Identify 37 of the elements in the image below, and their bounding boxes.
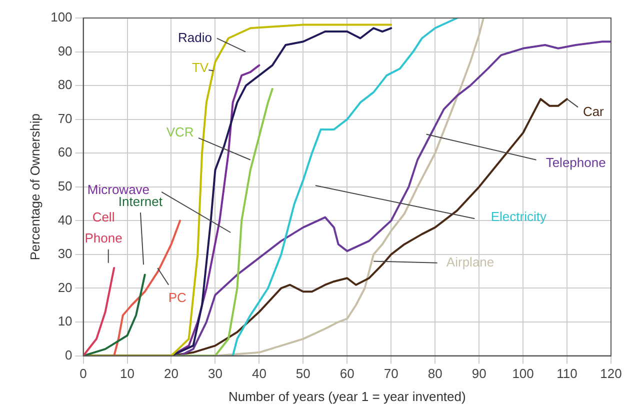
x-tick-label: 40 <box>252 366 266 382</box>
text: Telephone <box>546 154 606 170</box>
series-label: PC <box>168 290 186 305</box>
text: Electricity <box>490 208 547 224</box>
y-tick-label: 60 <box>58 144 72 160</box>
x-axis-title: Number of years (year 1 = year invented) <box>228 388 466 404</box>
x-tick-label: 30 <box>208 366 222 382</box>
x-tick-label: 110 <box>556 366 578 382</box>
x-tick-label: 60 <box>340 366 354 382</box>
x-tick-label: 70 <box>384 366 398 382</box>
y-tick-label: 30 <box>58 246 72 262</box>
x-tick-label: 120 <box>600 366 622 382</box>
text: Airplane <box>446 254 494 270</box>
y-tick-label: 90 <box>58 43 72 58</box>
x-tick-label: 80 <box>428 366 442 382</box>
y-tick-label: 100 <box>50 10 72 25</box>
y-tick-label: 0 <box>65 347 72 362</box>
text: VCR <box>166 124 194 140</box>
text: Internet <box>118 194 163 210</box>
series-label: Car <box>582 104 605 120</box>
x-tick-label: 10 <box>120 366 134 382</box>
text: Radio <box>178 30 212 45</box>
y-axis-title: Percentage of Ownership <box>27 114 42 260</box>
y-tick-label: 40 <box>58 212 72 228</box>
series-label: TV <box>192 60 209 76</box>
x-tick-label: 0 <box>80 366 87 382</box>
y-tick-label: 70 <box>58 110 72 126</box>
y-tick-label: 80 <box>58 77 72 92</box>
series-label: Cell Phone <box>84 210 122 246</box>
x-tick-label: 100 <box>512 366 534 382</box>
y-tick-label: 50 <box>58 178 72 194</box>
y-tick-label: 20 <box>58 280 72 295</box>
y-tick-label: 10 <box>58 314 72 329</box>
text: Microwave <box>87 182 150 197</box>
x-tick-label: 20 <box>164 366 178 382</box>
x-tick-label: 50 <box>296 366 310 382</box>
x-tick-label: 90 <box>472 366 486 382</box>
